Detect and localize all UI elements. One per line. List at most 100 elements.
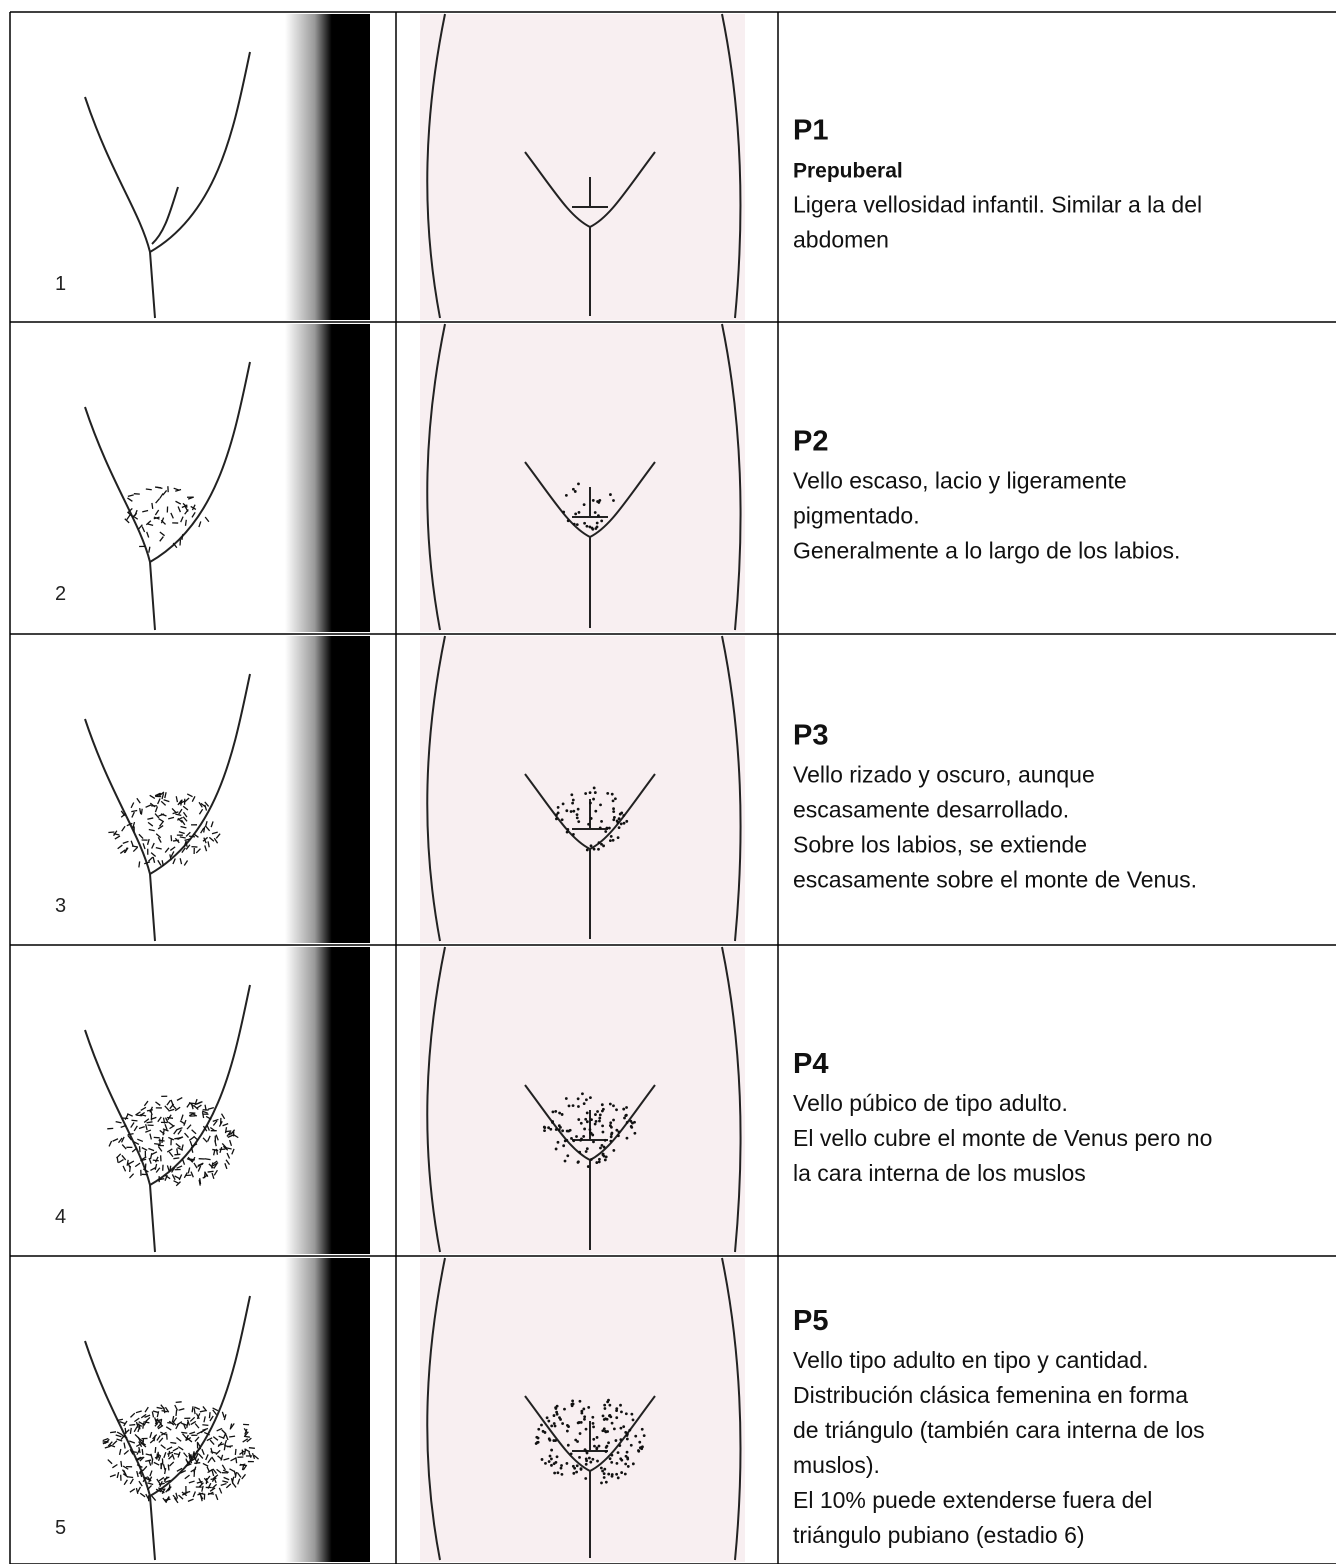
hair-stroke <box>212 1436 219 1441</box>
hair-stroke <box>138 861 141 868</box>
stage-subtitle: Prepuberal <box>793 160 903 183</box>
hair-stroke <box>201 1448 205 1455</box>
hair-stroke <box>115 1434 122 1438</box>
hair-dot <box>602 1145 606 1149</box>
hair-stroke <box>224 1163 228 1170</box>
hair-stroke <box>189 1140 193 1147</box>
hair-stroke <box>234 1471 238 1479</box>
hair-dot <box>573 490 577 493</box>
hair-stroke <box>175 1409 178 1417</box>
hair-dot <box>555 1455 559 1459</box>
hair-dot <box>543 1129 546 1133</box>
hair-stroke <box>215 1148 219 1155</box>
hair-stroke <box>158 1476 165 1482</box>
hair-stroke <box>164 1174 171 1180</box>
hair-stroke <box>158 1487 165 1491</box>
hair-stroke <box>137 524 143 530</box>
hair-dot <box>584 1462 588 1466</box>
hair-stroke <box>119 1421 126 1425</box>
hair-stroke <box>191 504 196 511</box>
hair-stroke <box>177 506 182 513</box>
hair-stroke <box>108 1140 113 1147</box>
hair-stroke <box>136 1114 143 1117</box>
hair-stroke <box>137 1486 142 1493</box>
hair-stroke <box>217 1441 223 1448</box>
hair-stroke <box>198 1453 204 1459</box>
hair-stroke <box>198 521 202 528</box>
hair-dot <box>598 1116 602 1120</box>
hair-dot <box>619 822 623 826</box>
hair-dot <box>600 1143 604 1147</box>
hair-stroke <box>204 820 208 828</box>
hair-stroke <box>231 1148 235 1155</box>
hair-stroke <box>120 810 126 817</box>
hair-dot <box>550 1457 553 1461</box>
hair-stroke <box>206 1466 211 1473</box>
hair-stroke <box>223 1414 227 1421</box>
hair-stroke <box>168 816 175 820</box>
figure-number: 1 <box>55 273 66 295</box>
hair-dot <box>575 523 579 526</box>
hair-stroke <box>235 1457 238 1464</box>
hair-stroke <box>242 1464 248 1471</box>
hair-stroke <box>170 512 174 519</box>
hair-stroke <box>166 1099 172 1106</box>
hair-dot <box>595 1436 599 1439</box>
hair-stroke <box>115 1120 122 1124</box>
hair-dot <box>604 1417 607 1421</box>
hair-stroke <box>225 1483 232 1489</box>
hair-stroke <box>212 1162 219 1167</box>
hair-stroke <box>190 1102 197 1105</box>
hair-stroke <box>162 1129 165 1136</box>
hair-stroke <box>129 1427 132 1434</box>
hair-dot <box>579 1121 583 1125</box>
hair-stroke <box>215 1134 219 1141</box>
hair-stroke <box>194 1423 200 1429</box>
hair-stroke <box>190 1468 197 1473</box>
hair-stroke <box>134 509 138 516</box>
hair-dot <box>571 1399 575 1403</box>
hair-dot <box>574 512 578 516</box>
hair-stroke <box>209 1415 214 1422</box>
hair-stroke <box>120 1136 125 1143</box>
hair-stroke <box>181 847 186 854</box>
hair-dot <box>610 1421 614 1425</box>
hair-stroke <box>166 1116 174 1119</box>
hair-stroke <box>139 1470 143 1478</box>
hair-stroke <box>196 1480 203 1484</box>
hair-stroke <box>161 1409 168 1413</box>
hair-stroke <box>230 1457 237 1462</box>
hair-stroke <box>187 1167 191 1174</box>
hair-stroke <box>212 1409 217 1416</box>
hair-dot <box>542 1125 546 1129</box>
hair-stroke <box>145 1129 152 1133</box>
hair-stroke <box>107 1459 113 1465</box>
thigh-line <box>84 96 156 319</box>
stage-description: muslos). <box>793 1452 880 1478</box>
hair-stroke <box>214 1140 217 1147</box>
hair-stroke <box>157 859 162 866</box>
body-right <box>721 13 742 319</box>
hair-stroke <box>112 1440 118 1446</box>
hair-stroke <box>140 808 143 815</box>
hair-dot <box>561 1129 565 1133</box>
hair-stroke <box>208 836 215 842</box>
hair-stroke <box>172 858 176 865</box>
body-left <box>426 635 446 942</box>
hair-dot <box>582 1135 586 1138</box>
hair-stroke <box>156 1435 161 1441</box>
figure-number: 5 <box>55 1517 66 1539</box>
hair-stroke <box>160 1444 166 1450</box>
hair-dot <box>628 1428 632 1432</box>
hair-stroke <box>229 1139 233 1146</box>
hair-stroke <box>188 1136 195 1141</box>
hair-dot <box>615 1472 619 1476</box>
hair-dot <box>580 1409 584 1413</box>
stage-title: P5 <box>793 1305 828 1337</box>
hair-stroke <box>153 516 160 520</box>
hair-dot <box>556 1471 560 1475</box>
hair-stroke <box>190 505 197 511</box>
hair-dot <box>582 1407 586 1411</box>
hair-dot <box>554 1439 557 1442</box>
hair-stroke <box>117 1137 123 1144</box>
